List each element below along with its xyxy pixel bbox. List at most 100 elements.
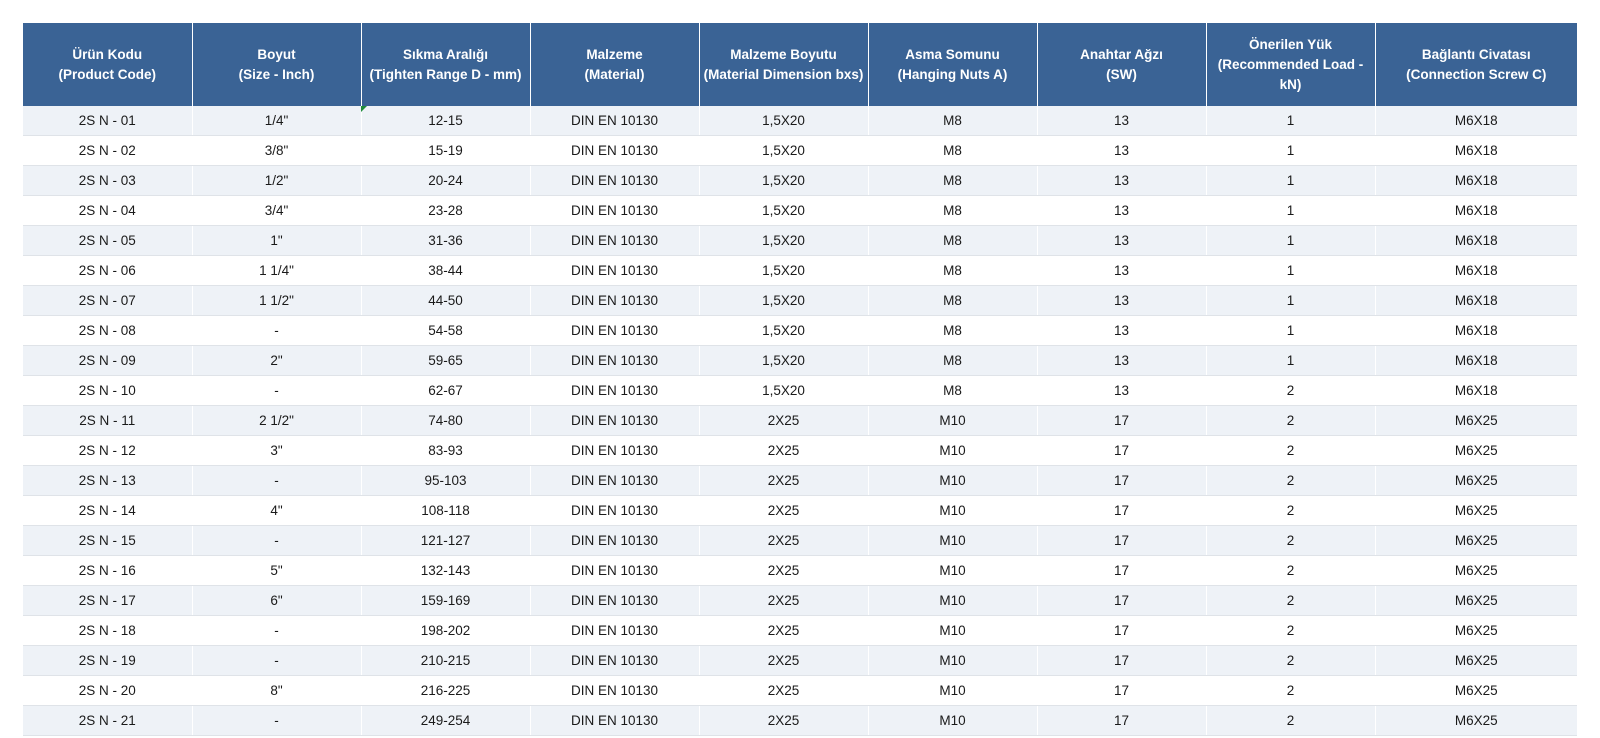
- header-row: Ürün Kodu (Product Code) Boyut (Size - Inch…: [23, 23, 1577, 106]
- cell-tighten-range: 15-19: [361, 135, 531, 166]
- cell-size: 2": [192, 345, 362, 376]
- cell-size: 1/4": [192, 106, 362, 136]
- cell-connection-screw: M6X18: [1375, 375, 1577, 406]
- header-sublabel: (Connection Screw C): [1406, 66, 1547, 82]
- cell-material: DIN EN 10130: [530, 345, 700, 376]
- cell-product-code: 2S N - 13: [23, 465, 193, 496]
- spec-table-container: Ürün Kodu (Product Code) Boyut (Size - Inch…: [23, 23, 1577, 736]
- cell-tighten-range: 210-215: [361, 645, 531, 676]
- cell-size: -: [192, 525, 362, 556]
- cell-product-code: 2S N - 17: [23, 585, 193, 616]
- cell-material-dimension: 1,5X20: [699, 195, 869, 226]
- cell-product-code: 2S N - 16: [23, 555, 193, 586]
- cell-product-code: 2S N - 09: [23, 345, 193, 376]
- cell-hanging-nuts: M10: [868, 465, 1038, 496]
- cell-hanging-nuts: M10: [868, 495, 1038, 526]
- cell-tighten-range: 108-118: [361, 495, 531, 526]
- cell-material: DIN EN 10130: [530, 495, 700, 526]
- cell-product-code: 2S N - 02: [23, 135, 193, 166]
- cell-connection-screw: M6X18: [1375, 195, 1577, 226]
- cell-product-code: 2S N - 07: [23, 285, 193, 316]
- cell-material: DIN EN 10130: [530, 585, 700, 616]
- cell-product-code: 2S N - 10: [23, 375, 193, 406]
- cell-size: -: [192, 645, 362, 676]
- cell-recommended-load: 1: [1206, 225, 1376, 256]
- cell-product-code: 2S N - 11: [23, 405, 193, 436]
- header-sublabel: (Recommended Load - kN): [1217, 56, 1364, 92]
- cell-product-code: 2S N - 03: [23, 165, 193, 196]
- cell-hanging-nuts: M10: [868, 615, 1038, 646]
- cell-product-code: 2S N - 18: [23, 615, 193, 646]
- cell-wrench-size: 17: [1037, 465, 1207, 496]
- cell-recommended-load: 2: [1206, 525, 1376, 556]
- cell-material-dimension: 2X25: [699, 555, 869, 586]
- cell-material-dimension: 2X25: [699, 465, 869, 496]
- cell-size: -: [192, 465, 362, 496]
- cell-hanging-nuts: M8: [868, 225, 1038, 256]
- table-row: 2S N - 10-62-67 DIN EN 10130 1,5X20 M8 13 2 M6…: [23, 375, 1577, 406]
- cell-material-dimension: 2X25: [699, 585, 869, 616]
- cell-product-code: 2S N - 15: [23, 525, 193, 556]
- cell-material-dimension: 1,5X20: [699, 375, 869, 406]
- cell-material-dimension: 1,5X20: [699, 135, 869, 166]
- table-row: 2S N - 08-54-58 DIN EN 10130 1,5X20 M8 13 1 M6…: [23, 315, 1577, 346]
- cell-connection-screw: M6X18: [1375, 285, 1577, 316]
- table-row: 2S N - 11 2 1/2" 74-80 DIN EN 10130 2X25 M10 1…: [23, 405, 1577, 436]
- cell-hanging-nuts: M10: [868, 585, 1038, 616]
- cell-material-dimension: 2X25: [699, 645, 869, 676]
- cell-material: DIN EN 10130: [530, 255, 700, 286]
- cell-hanging-nuts: M8: [868, 285, 1038, 316]
- cell-tighten-range: 54-58: [361, 315, 531, 346]
- cell-hanging-nuts: M8: [868, 375, 1038, 406]
- cell-material-dimension: 1,5X20: [699, 165, 869, 196]
- cell-recommended-load: 2: [1206, 675, 1376, 706]
- cell-wrench-size: 17: [1037, 435, 1207, 466]
- cell-material-dimension: 2X25: [699, 525, 869, 556]
- table-row: 2S N - 15-121-127 DIN EN 10130 2X25 M10 17 2 M…: [23, 525, 1577, 556]
- cell-recommended-load: 1: [1206, 285, 1376, 316]
- table-row: 2S N - 21-249-254 DIN EN 10130 2X25 M10 17 2 M…: [23, 705, 1577, 736]
- cell-tighten-range: 121-127: [361, 525, 531, 556]
- cell-material-dimension: 1,5X20: [699, 225, 869, 256]
- header-label: Önerilen Yük: [1248, 36, 1333, 52]
- cell-wrench-size: 13: [1037, 225, 1207, 256]
- cell-tighten-range: 83-93: [361, 435, 531, 466]
- cell-tighten-range: 59-65: [361, 345, 531, 376]
- cell-recommended-load: 2: [1206, 645, 1376, 676]
- header-sublabel: (Hanging Nuts A): [897, 66, 1008, 82]
- cell-tighten-range: 74-80: [361, 405, 531, 436]
- cell-size: 1 1/4": [192, 255, 362, 286]
- cell-product-code: 2S N - 01: [23, 106, 193, 136]
- cell-recommended-load: 2: [1206, 555, 1376, 586]
- cell-comment-marker: [361, 106, 367, 112]
- cell-connection-screw: M6X18: [1375, 225, 1577, 256]
- table-row: 2S N - 09 2" 59-65 DIN EN 10130 1,5X20 M8 13 1 M…: [23, 345, 1577, 376]
- cell-hanging-nuts: M10: [868, 675, 1038, 706]
- table-row: 2S N - 01 1/4" 12-15 DIN EN 10130 1,5X20 M8 13…: [23, 106, 1577, 136]
- table-row: 2S N - 17 6" 159-169 DIN EN 10130 2X25 M10 17 2…: [23, 585, 1577, 616]
- cell-material: DIN EN 10130: [530, 315, 700, 346]
- cell-size: 3/8": [192, 135, 362, 166]
- cell-connection-screw: M6X25: [1375, 405, 1577, 436]
- cell-wrench-size: 13: [1037, 165, 1207, 196]
- cell-recommended-load: 1: [1206, 106, 1376, 136]
- cell-material-dimension: 2X25: [699, 615, 869, 646]
- cell-wrench-size: 13: [1037, 255, 1207, 286]
- table-row: 2S N - 20 8" 216-225 DIN EN 10130 2X25 M10 17 2…: [23, 675, 1577, 706]
- cell-material: DIN EN 10130: [530, 405, 700, 436]
- cell-hanging-nuts: M10: [868, 525, 1038, 556]
- cell-connection-screw: M6X25: [1375, 645, 1577, 676]
- cell-material-dimension: 1,5X20: [699, 255, 869, 286]
- cell-wrench-size: 13: [1037, 135, 1207, 166]
- cell-tighten-range: 12-15: [361, 106, 531, 136]
- cell-recommended-load: 1: [1206, 345, 1376, 376]
- cell-size: 1": [192, 225, 362, 256]
- cell-size: 2 1/2": [192, 405, 362, 436]
- table-row: 2S N - 05 1" 31-36 DIN EN 10130 1,5X20 M8 13 1 M…: [23, 225, 1577, 256]
- cell-recommended-load: 1: [1206, 135, 1376, 166]
- cell-connection-screw: M6X25: [1375, 615, 1577, 646]
- cell-material-dimension: 1,5X20: [699, 285, 869, 316]
- cell-material: DIN EN 10130: [530, 106, 700, 136]
- header-label: Ürün Kodu: [72, 46, 143, 62]
- cell-size: 3": [192, 435, 362, 466]
